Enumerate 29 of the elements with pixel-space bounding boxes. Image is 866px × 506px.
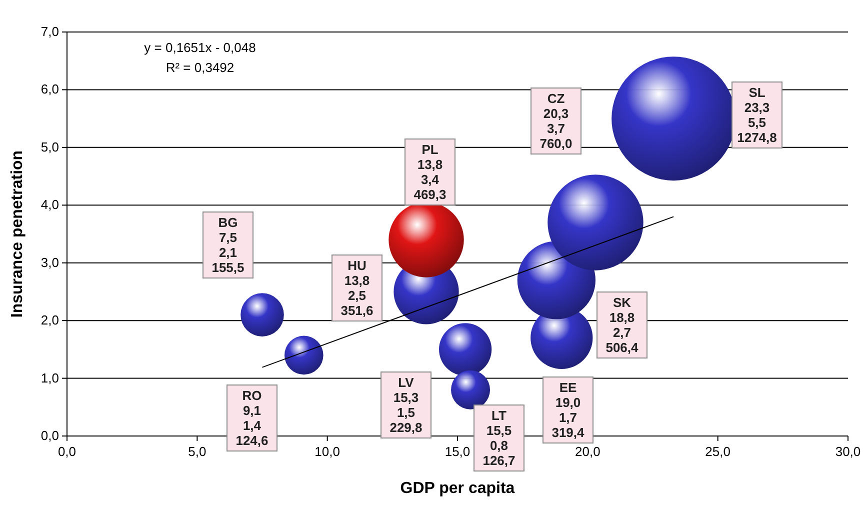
x-axis-title: GDP per capita <box>400 480 515 497</box>
x-tick-label: 30,0 <box>835 444 861 459</box>
y-tick-label: 4,0 <box>40 197 59 212</box>
annotation: SK 18,8 2,7 506,4 <box>606 295 640 355</box>
x-tick-label: 25,0 <box>705 444 730 459</box>
annotation: R² = 0,3492 <box>166 60 234 75</box>
y-tick-label: 0,0 <box>40 428 59 443</box>
y-tick-label: 5,0 <box>40 139 59 154</box>
y-tick-label: 2,0 <box>40 312 59 328</box>
x-tick-label: 10,0 <box>314 444 340 459</box>
x-tick-label: 15,0 <box>444 444 470 459</box>
annotation: CZ 20,3 3,7 760,0 <box>540 91 572 151</box>
annotation: y = 0,1651x - 0,048 <box>144 40 256 55</box>
x-tick-label: 0,0 <box>58 444 76 459</box>
y-tick-label: 6,0 <box>40 82 59 97</box>
annotation: PL 13,8 3,4 469,3 <box>414 142 446 202</box>
annotation: EE 19,0 1,7 319,4 <box>552 380 586 440</box>
annotation: LT 15,5 0,8 126,7 <box>482 408 516 468</box>
annotation: BG 7,5 2,1 155,5 <box>212 215 244 275</box>
annotation: HU 13,8 2,5 351,6 <box>340 258 374 318</box>
x-tick-label: 20,0 <box>575 444 600 459</box>
y-tick-label: 7,0 <box>40 24 59 39</box>
y-tick-label: 1,0 <box>40 370 59 386</box>
x-tick-label: 5,0 <box>188 444 206 459</box>
y-tick-label: 3,0 <box>40 254 59 270</box>
y-axis-title: Insurance penetration <box>9 150 26 318</box>
annotation: SL 23,3 5,5 1274,8 <box>737 85 777 145</box>
annotation: LV 15,3 1,5 229,8 <box>390 375 422 435</box>
annotation: RO 9,1 1,4 124,6 <box>236 388 268 448</box>
